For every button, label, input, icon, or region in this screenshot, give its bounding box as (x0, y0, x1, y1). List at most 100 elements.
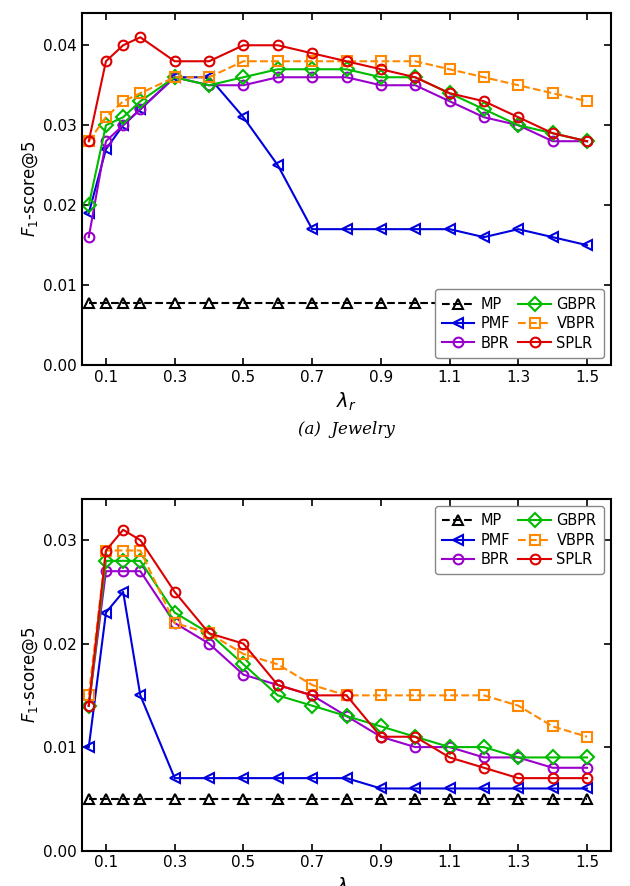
SPLR (119, 525, 127, 535)
VBPR (137, 545, 144, 556)
VBPR (377, 56, 385, 66)
BPR (411, 742, 419, 752)
GBPR (102, 556, 110, 566)
SPLR (583, 773, 591, 783)
SPLR (377, 64, 385, 74)
VBPR (102, 545, 110, 556)
SPLR (377, 732, 385, 742)
PMF (446, 224, 454, 235)
BPR (171, 72, 178, 82)
GBPR (480, 742, 488, 752)
GBPR (446, 88, 454, 98)
MP (171, 298, 178, 308)
GBPR (549, 752, 556, 763)
VBPR (446, 690, 454, 701)
BPR (480, 752, 488, 763)
PMF (171, 773, 178, 783)
Line: SPLR: SPLR (84, 525, 592, 783)
Line: VBPR: VBPR (84, 546, 592, 742)
GBPR (205, 628, 213, 639)
GBPR (274, 690, 282, 701)
PMF (239, 773, 247, 783)
GBPR (85, 200, 93, 211)
MP (274, 794, 282, 804)
GBPR (102, 120, 110, 130)
BPR (446, 96, 454, 106)
VBPR (411, 690, 419, 701)
GBPR (137, 556, 144, 566)
MP (274, 298, 282, 308)
GBPR (171, 607, 178, 618)
BPR (583, 763, 591, 773)
Text: (a)  Jewelry: (a) Jewelry (298, 422, 395, 439)
GBPR (343, 711, 350, 721)
X-axis label: $\lambda_r$: $\lambda_r$ (336, 876, 357, 886)
PMF (583, 240, 591, 251)
MP (239, 298, 247, 308)
BPR (480, 112, 488, 122)
GBPR (119, 556, 127, 566)
PMF (102, 144, 110, 154)
SPLR (343, 56, 350, 66)
BPR (308, 690, 316, 701)
BPR (377, 732, 385, 742)
PMF (119, 587, 127, 597)
BPR (549, 136, 556, 146)
PMF (308, 224, 316, 235)
BPR (137, 566, 144, 577)
MP (446, 298, 454, 308)
MP (377, 298, 385, 308)
PMF (119, 120, 127, 130)
VBPR (137, 88, 144, 98)
GBPR (119, 112, 127, 122)
MP (308, 298, 316, 308)
Line: PMF: PMF (84, 73, 592, 250)
VBPR (239, 649, 247, 659)
BPR (239, 669, 247, 680)
VBPR (205, 72, 213, 82)
PMF (515, 224, 522, 235)
BPR (205, 80, 213, 90)
VBPR (274, 56, 282, 66)
Line: VBPR: VBPR (84, 57, 592, 146)
VBPR (308, 56, 316, 66)
BPR (308, 72, 316, 82)
BPR (515, 752, 522, 763)
PMF (377, 783, 385, 794)
PMF (343, 773, 350, 783)
VBPR (85, 136, 93, 146)
MP (549, 794, 556, 804)
MP (119, 794, 127, 804)
BPR (102, 136, 110, 146)
MP (377, 794, 385, 804)
MP (85, 298, 93, 308)
MP (480, 794, 488, 804)
VBPR (239, 56, 247, 66)
VBPR (205, 628, 213, 639)
VBPR (549, 721, 556, 732)
SPLR (549, 128, 556, 138)
PMF (102, 607, 110, 618)
SPLR (239, 40, 247, 51)
PMF (515, 783, 522, 794)
Line: BPR: BPR (84, 73, 592, 242)
SPLR (308, 690, 316, 701)
BPR (411, 80, 419, 90)
BPR (85, 232, 93, 243)
MP (137, 298, 144, 308)
PMF (549, 232, 556, 243)
SPLR (480, 763, 488, 773)
SPLR (343, 690, 350, 701)
MP (411, 794, 419, 804)
SPLR (102, 545, 110, 556)
GBPR (515, 752, 522, 763)
BPR (171, 618, 178, 628)
SPLR (274, 40, 282, 51)
VBPR (583, 732, 591, 742)
MP (583, 298, 591, 308)
SPLR (171, 587, 178, 597)
PMF (480, 232, 488, 243)
PMF (480, 783, 488, 794)
SPLR (205, 628, 213, 639)
Line: MP: MP (84, 298, 592, 307)
